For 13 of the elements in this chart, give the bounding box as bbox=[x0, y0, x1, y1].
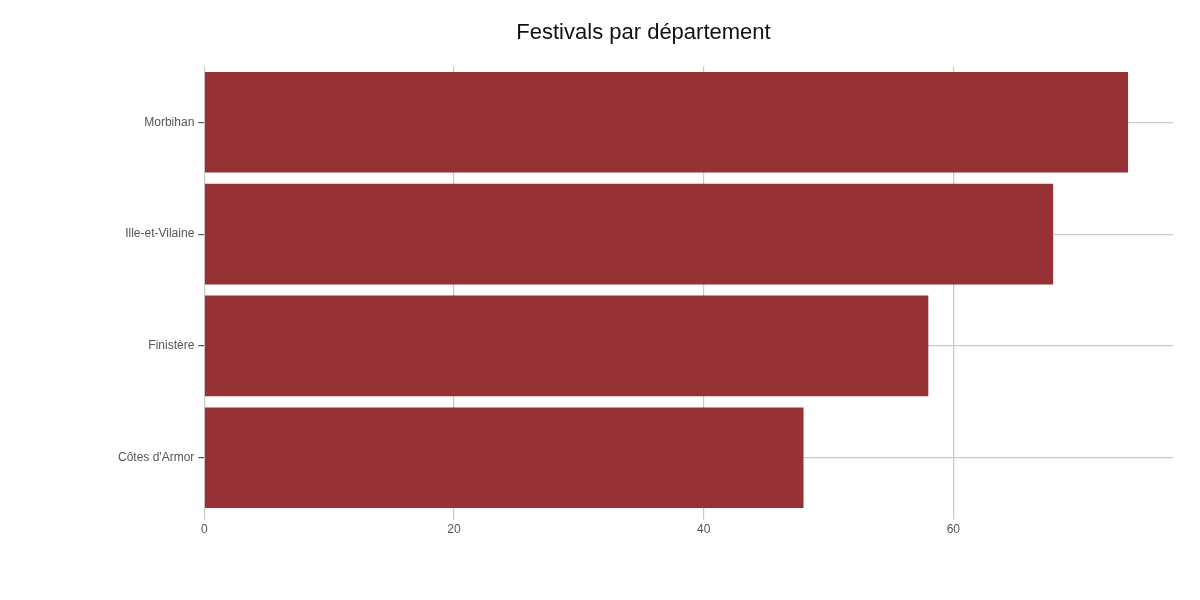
y-tick-label: Morbihan bbox=[144, 114, 195, 129]
bar bbox=[204, 295, 929, 397]
chart-title: Festivals par département bbox=[516, 19, 771, 45]
bar bbox=[204, 407, 804, 509]
bar bbox=[204, 71, 1129, 173]
x-tick-label: 20 bbox=[447, 522, 461, 537]
y-tick-label: Ille-et-Vilaine bbox=[125, 226, 195, 241]
x-tick-label: 0 bbox=[200, 522, 208, 537]
x-tick-label: 60 bbox=[946, 522, 961, 537]
x-tick-label: 40 bbox=[696, 522, 711, 537]
y-tick-label: Côtes d'Armor bbox=[118, 450, 195, 465]
bar bbox=[204, 183, 1054, 285]
y-tick-label: Finistère bbox=[148, 338, 195, 353]
